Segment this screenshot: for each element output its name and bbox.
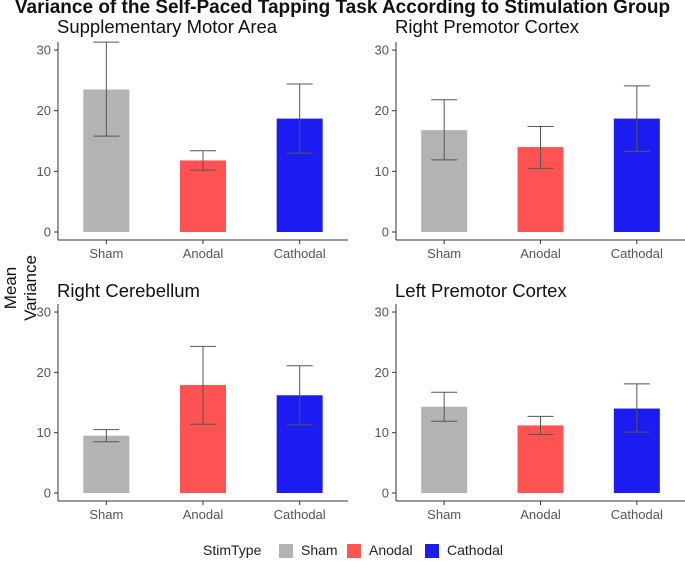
legend-label-sham: Sham [301, 542, 338, 558]
legend-key-cathodal [425, 544, 439, 558]
y-tick-label: 20 [375, 365, 389, 380]
x-tick-label: Cathodal [274, 246, 326, 261]
y-tick-label: 20 [37, 365, 51, 380]
x-tick-label: Sham [427, 507, 461, 522]
y-tick-label: 0 [44, 486, 51, 501]
bar-sma-anodal [180, 160, 226, 232]
legend-key-sham [279, 544, 293, 558]
x-tick-label: Cathodal [611, 507, 663, 522]
y-tick-label: 0 [382, 225, 389, 240]
y-tick-label: 10 [37, 425, 51, 440]
panel-title-right-premotor: Right Premotor Cortex [395, 16, 580, 37]
panel-title-sma: Supplementary Motor Area [57, 16, 278, 37]
y-tick-label: 10 [37, 164, 51, 179]
legend: StimType Sham Anodal Cathodal [0, 540, 685, 560]
legend-label-cathodal: Cathodal [447, 542, 504, 558]
legend-label-anodal: Anodal [369, 542, 413, 558]
y-tick-label: 30 [375, 305, 389, 320]
y-tick-label: 10 [375, 164, 389, 179]
x-tick-label: Cathodal [611, 246, 663, 261]
chart-main-title: Variance of the Self-Paced Tapping Task … [14, 0, 671, 18]
legend-title: StimType [203, 542, 262, 558]
y-tick-label: 30 [37, 43, 51, 58]
y-tick-label: 30 [375, 43, 389, 58]
x-tick-label: Sham [89, 246, 123, 261]
bar-left-premotor-anodal [517, 425, 564, 493]
y-tick-label: 0 [44, 225, 51, 240]
legend-key-anodal [347, 544, 361, 558]
panel-title-right-cerebellum: Right Cerebellum [57, 280, 200, 301]
x-tick-label: Cathodal [274, 507, 326, 522]
x-tick-label: Anodal [183, 507, 224, 522]
x-tick-label: Anodal [520, 507, 561, 522]
x-tick-label: Sham [89, 507, 123, 522]
bar-right-cerebellum-sham [83, 435, 130, 493]
y-tick-label: 30 [37, 305, 51, 320]
y-tick-label: 20 [375, 103, 389, 118]
panel-title-left-premotor: Left Premotor Cortex [395, 280, 567, 301]
x-tick-label: Anodal [183, 246, 224, 261]
y-tick-label: 20 [37, 103, 51, 118]
x-tick-label: Sham [427, 246, 461, 261]
x-tick-label: Anodal [520, 246, 561, 261]
y-tick-label: 0 [382, 486, 389, 501]
y-tick-label: 10 [375, 425, 389, 440]
